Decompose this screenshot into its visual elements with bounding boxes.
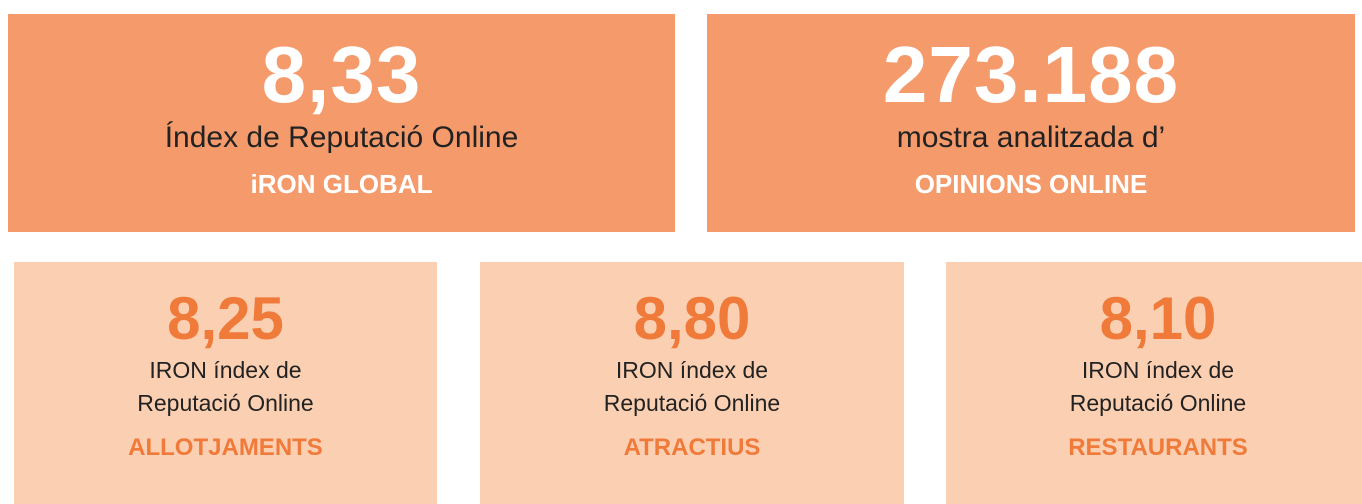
- value: 8,80: [633, 285, 751, 352]
- sublabel: OPINIONS ONLINE: [914, 169, 1148, 199]
- label: IRON índex de: [149, 357, 302, 383]
- label: IRON índex de: [615, 357, 769, 383]
- value: 8,25: [167, 285, 284, 352]
- card: 273.188 mostra analitzada d’ OPINIONS ON…: [707, 14, 1355, 232]
- card: 8,80 IRON índex de Reputació Online ATRA…: [480, 262, 904, 504]
- label: mostra analitzada d’: [896, 121, 1166, 154]
- value: 273.188: [882, 30, 1180, 119]
- sublabel: iRON GLOBAL: [250, 169, 433, 199]
- sublabel: RESTAURANTS: [1068, 434, 1248, 461]
- card: 8,10 IRON índex de Reputació Online REST…: [946, 262, 1362, 504]
- value: 8,10: [1099, 285, 1217, 352]
- sublabel: ATRACTIUS: [623, 434, 761, 461]
- card: 8,25 IRON índex de Reputació Online ALLO…: [14, 262, 437, 504]
- label: IRON índex de: [1081, 357, 1235, 383]
- card: 8,33 Índex de Reputació Online iRON GLOB…: [8, 14, 675, 232]
- label: Reputació Online: [603, 390, 781, 416]
- label: Reputació Online: [1069, 390, 1247, 416]
- label: Índex de Reputació Online: [164, 121, 519, 154]
- sublabel: ALLOTJAMENTS: [128, 434, 323, 461]
- value: 8,33: [261, 30, 422, 119]
- label: Reputació Online: [137, 390, 314, 416]
